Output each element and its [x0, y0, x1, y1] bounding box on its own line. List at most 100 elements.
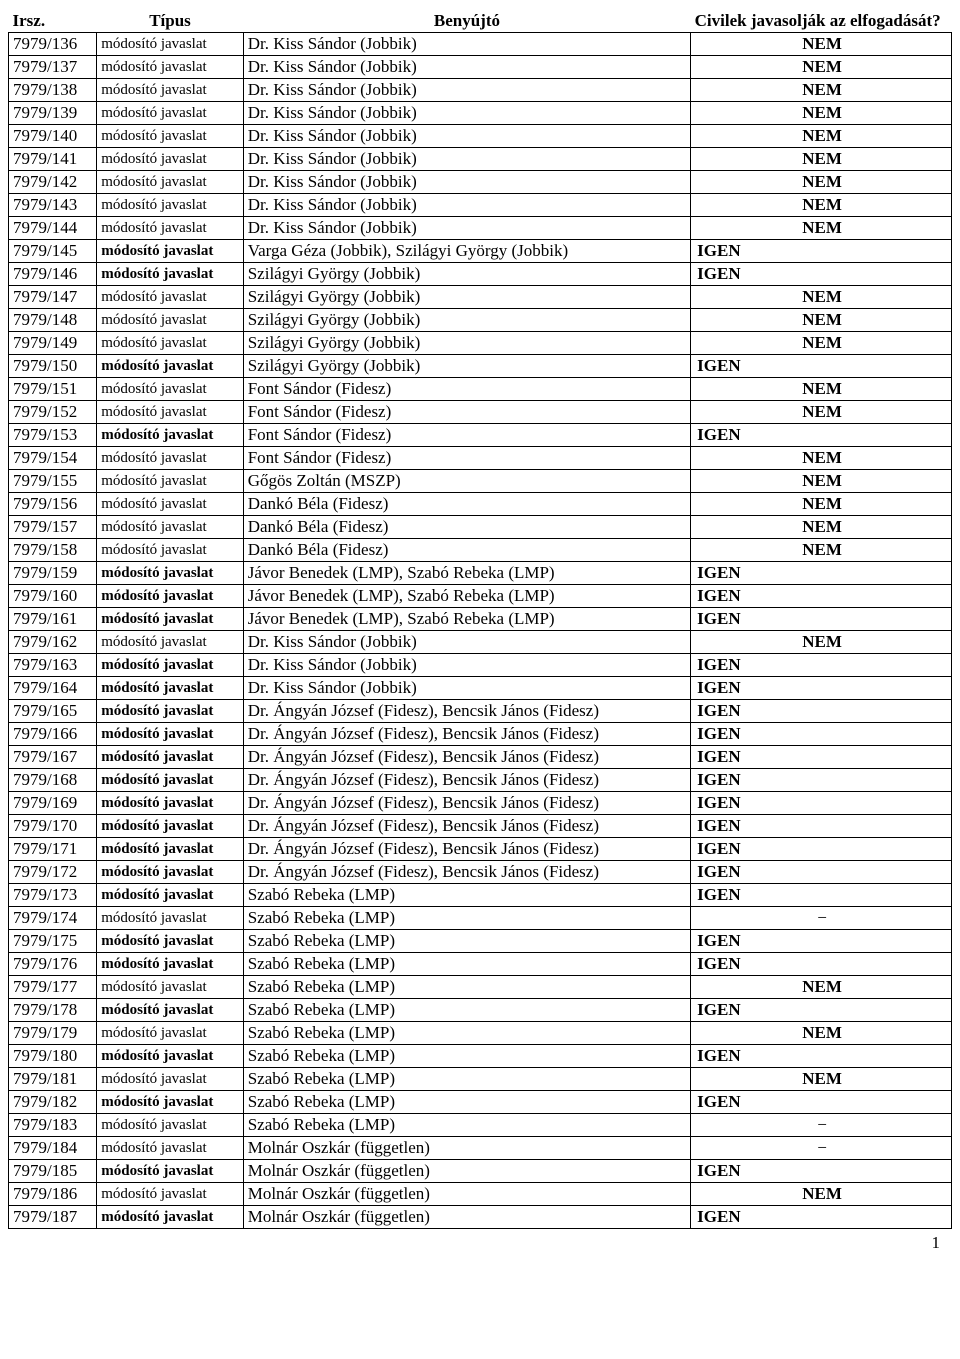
table-header-row: Irsz. Típus Benyújtó Civilek javasolják …: [9, 10, 952, 33]
cell-benyujto: Dankó Béla (Fidesz): [243, 516, 690, 539]
cell-benyujto: Szabó Rebeka (LMP): [243, 1022, 690, 1045]
cell-irsz: 7979/138: [9, 79, 97, 102]
table-row: 7979/185módosító javaslatMolnár Oszkár (…: [9, 1160, 952, 1183]
cell-irsz: 7979/150: [9, 355, 97, 378]
cell-tipus: módosító javaslat: [97, 263, 243, 286]
table-row: 7979/137módosító javaslatDr. Kiss Sándor…: [9, 56, 952, 79]
table-row: 7979/143módosító javaslatDr. Kiss Sándor…: [9, 194, 952, 217]
table-row: 7979/142módosító javaslatDr. Kiss Sándor…: [9, 171, 952, 194]
cell-benyujto: Dr. Kiss Sándor (Jobbik): [243, 56, 690, 79]
cell-irsz: 7979/151: [9, 378, 97, 401]
cell-benyujto: Dr. Kiss Sándor (Jobbik): [243, 677, 690, 700]
cell-tipus: módosító javaslat: [97, 562, 243, 585]
cell-civilek: NEM: [691, 148, 952, 171]
table-row: 7979/171módosító javaslatDr. Ángyán Józs…: [9, 838, 952, 861]
cell-irsz: 7979/186: [9, 1183, 97, 1206]
cell-civilek: IGEN: [691, 263, 952, 286]
cell-civilek: NEM: [691, 493, 952, 516]
cell-tipus: módosító javaslat: [97, 148, 243, 171]
cell-tipus: módosító javaslat: [97, 815, 243, 838]
cell-benyujto: Dr. Kiss Sándor (Jobbik): [243, 102, 690, 125]
cell-benyujto: Dr. Kiss Sándor (Jobbik): [243, 631, 690, 654]
table-row: 7979/158módosító javaslatDankó Béla (Fid…: [9, 539, 952, 562]
cell-tipus: módosító javaslat: [97, 493, 243, 516]
cell-civilek: NEM: [691, 1068, 952, 1091]
cell-tipus: módosító javaslat: [97, 470, 243, 493]
col-header-benyujto: Benyújtó: [243, 10, 690, 33]
cell-irsz: 7979/176: [9, 953, 97, 976]
cell-tipus: módosító javaslat: [97, 447, 243, 470]
cell-tipus: módosító javaslat: [97, 378, 243, 401]
cell-tipus: módosító javaslat: [97, 79, 243, 102]
table-row: 7979/165módosító javaslatDr. Ángyán Józs…: [9, 700, 952, 723]
cell-irsz: 7979/183: [9, 1114, 97, 1137]
cell-civilek: −: [691, 1114, 952, 1137]
cell-benyujto: Dr. Kiss Sándor (Jobbik): [243, 148, 690, 171]
cell-civilek: IGEN: [691, 424, 952, 447]
cell-tipus: módosító javaslat: [97, 1183, 243, 1206]
cell-irsz: 7979/161: [9, 608, 97, 631]
cell-tipus: módosító javaslat: [97, 194, 243, 217]
cell-civilek: IGEN: [691, 562, 952, 585]
cell-civilek: NEM: [691, 539, 952, 562]
cell-benyujto: Szilágyi György (Jobbik): [243, 263, 690, 286]
cell-tipus: módosító javaslat: [97, 1114, 243, 1137]
cell-benyujto: Dr. Ángyán József (Fidesz), Bencsik Jáno…: [243, 838, 690, 861]
cell-irsz: 7979/144: [9, 217, 97, 240]
cell-tipus: módosító javaslat: [97, 930, 243, 953]
cell-irsz: 7979/177: [9, 976, 97, 999]
cell-civilek: IGEN: [691, 1045, 952, 1068]
cell-tipus: módosító javaslat: [97, 217, 243, 240]
table-row: 7979/182módosító javaslatSzabó Rebeka (L…: [9, 1091, 952, 1114]
cell-benyujto: Szabó Rebeka (LMP): [243, 1045, 690, 1068]
table-row: 7979/148módosító javaslatSzilágyi György…: [9, 309, 952, 332]
table-row: 7979/162módosító javaslatDr. Kiss Sándor…: [9, 631, 952, 654]
cell-benyujto: Font Sándor (Fidesz): [243, 378, 690, 401]
cell-civilek: NEM: [691, 79, 952, 102]
cell-benyujto: Jávor Benedek (LMP), Szabó Rebeka (LMP): [243, 585, 690, 608]
cell-tipus: módosító javaslat: [97, 125, 243, 148]
table-row: 7979/147módosító javaslatSzilágyi György…: [9, 286, 952, 309]
cell-benyujto: Szilágyi György (Jobbik): [243, 286, 690, 309]
cell-tipus: módosító javaslat: [97, 654, 243, 677]
cell-benyujto: Dankó Béla (Fidesz): [243, 539, 690, 562]
cell-civilek: NEM: [691, 631, 952, 654]
cell-benyujto: Szabó Rebeka (LMP): [243, 976, 690, 999]
table-row: 7979/168módosító javaslatDr. Ángyán Józs…: [9, 769, 952, 792]
cell-benyujto: Dr. Ángyán József (Fidesz), Bencsik Jáno…: [243, 815, 690, 838]
cell-tipus: módosító javaslat: [97, 585, 243, 608]
cell-civilek: NEM: [691, 286, 952, 309]
cell-irsz: 7979/156: [9, 493, 97, 516]
col-header-tipus: Típus: [97, 10, 243, 33]
cell-civilek: IGEN: [691, 1160, 952, 1183]
table-row: 7979/166módosító javaslatDr. Ángyán Józs…: [9, 723, 952, 746]
cell-tipus: módosító javaslat: [97, 861, 243, 884]
cell-tipus: módosító javaslat: [97, 332, 243, 355]
cell-benyujto: Dr. Kiss Sándor (Jobbik): [243, 33, 690, 56]
cell-civilek: IGEN: [691, 240, 952, 263]
cell-benyujto: Varga Géza (Jobbik), Szilágyi György (Jo…: [243, 240, 690, 263]
cell-benyujto: Dr. Kiss Sándor (Jobbik): [243, 194, 690, 217]
cell-tipus: módosító javaslat: [97, 677, 243, 700]
cell-tipus: módosító javaslat: [97, 516, 243, 539]
table-row: 7979/176módosító javaslatSzabó Rebeka (L…: [9, 953, 952, 976]
cell-tipus: módosító javaslat: [97, 33, 243, 56]
cell-irsz: 7979/139: [9, 102, 97, 125]
table-row: 7979/136módosító javaslatDr. Kiss Sándor…: [9, 33, 952, 56]
cell-civilek: IGEN: [691, 999, 952, 1022]
table-row: 7979/173módosító javaslatSzabó Rebeka (L…: [9, 884, 952, 907]
cell-tipus: módosító javaslat: [97, 631, 243, 654]
cell-civilek: NEM: [691, 378, 952, 401]
cell-civilek: IGEN: [691, 677, 952, 700]
cell-benyujto: Dr. Kiss Sándor (Jobbik): [243, 654, 690, 677]
cell-civilek: NEM: [691, 125, 952, 148]
cell-irsz: 7979/180: [9, 1045, 97, 1068]
cell-civilek: NEM: [691, 217, 952, 240]
cell-civilek: NEM: [691, 102, 952, 125]
cell-civilek: NEM: [691, 1022, 952, 1045]
table-row: 7979/145módosító javaslatVarga Géza (Job…: [9, 240, 952, 263]
cell-tipus: módosító javaslat: [97, 907, 243, 930]
cell-irsz: 7979/169: [9, 792, 97, 815]
cell-tipus: módosító javaslat: [97, 401, 243, 424]
cell-benyujto: Szabó Rebeka (LMP): [243, 1091, 690, 1114]
